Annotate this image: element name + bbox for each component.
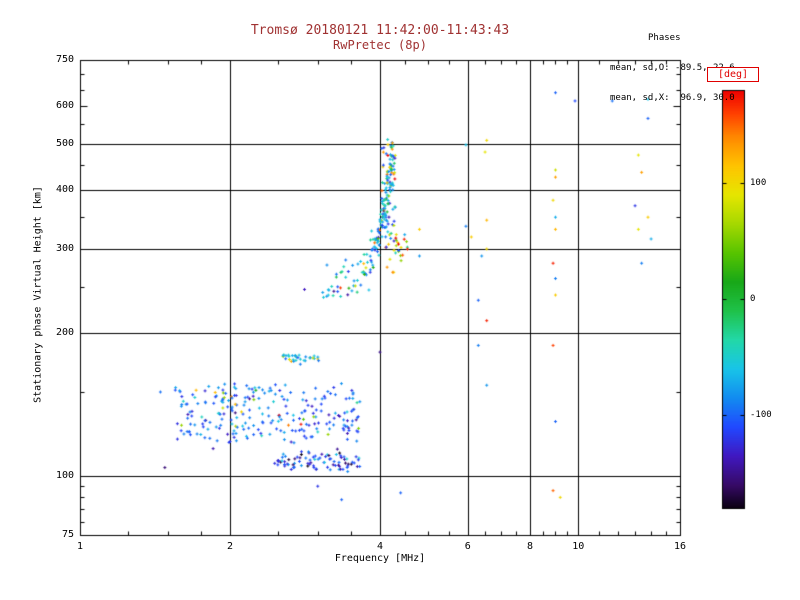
phase-stats-x-line: mean, sd,X: 96.9, 30.0 xyxy=(610,93,735,103)
x-axis-title: Frequency [MHz] xyxy=(334,553,426,564)
colorbar-tick-label: -100 xyxy=(750,410,772,421)
y-tick-label: 500 xyxy=(55,137,74,149)
y-tick-label: 750 xyxy=(55,54,74,65)
x-tick-label: 10 xyxy=(572,541,585,552)
y-tick-label: 300 xyxy=(55,243,74,255)
colorbar-tick-label: 100 xyxy=(750,177,767,188)
y-tick-label: 75 xyxy=(61,529,74,540)
y-tick-label: 100 xyxy=(55,469,74,481)
chart-subtitle: RwPretec (8p) xyxy=(333,38,427,52)
colorbar-unit-label: [deg] xyxy=(707,67,759,82)
x-tick-label: 4 xyxy=(376,541,384,552)
x-tick-label: 1 xyxy=(76,541,84,552)
x-tick-label: 16 xyxy=(673,541,687,552)
phase-stats-header: Phases xyxy=(648,33,681,43)
y-tick-label: 400 xyxy=(55,183,74,195)
x-tick-label: 8 xyxy=(526,541,534,552)
y-tick-label: 600 xyxy=(55,100,74,112)
chart-title: Tromsø 20180121 11:42:00-11:43:43 xyxy=(250,23,510,38)
colorbar-tick-label: 0 xyxy=(750,294,756,304)
y-tick-label: 200 xyxy=(55,326,74,338)
x-tick-label: 6 xyxy=(464,541,471,552)
x-tick-label: 2 xyxy=(226,541,234,552)
